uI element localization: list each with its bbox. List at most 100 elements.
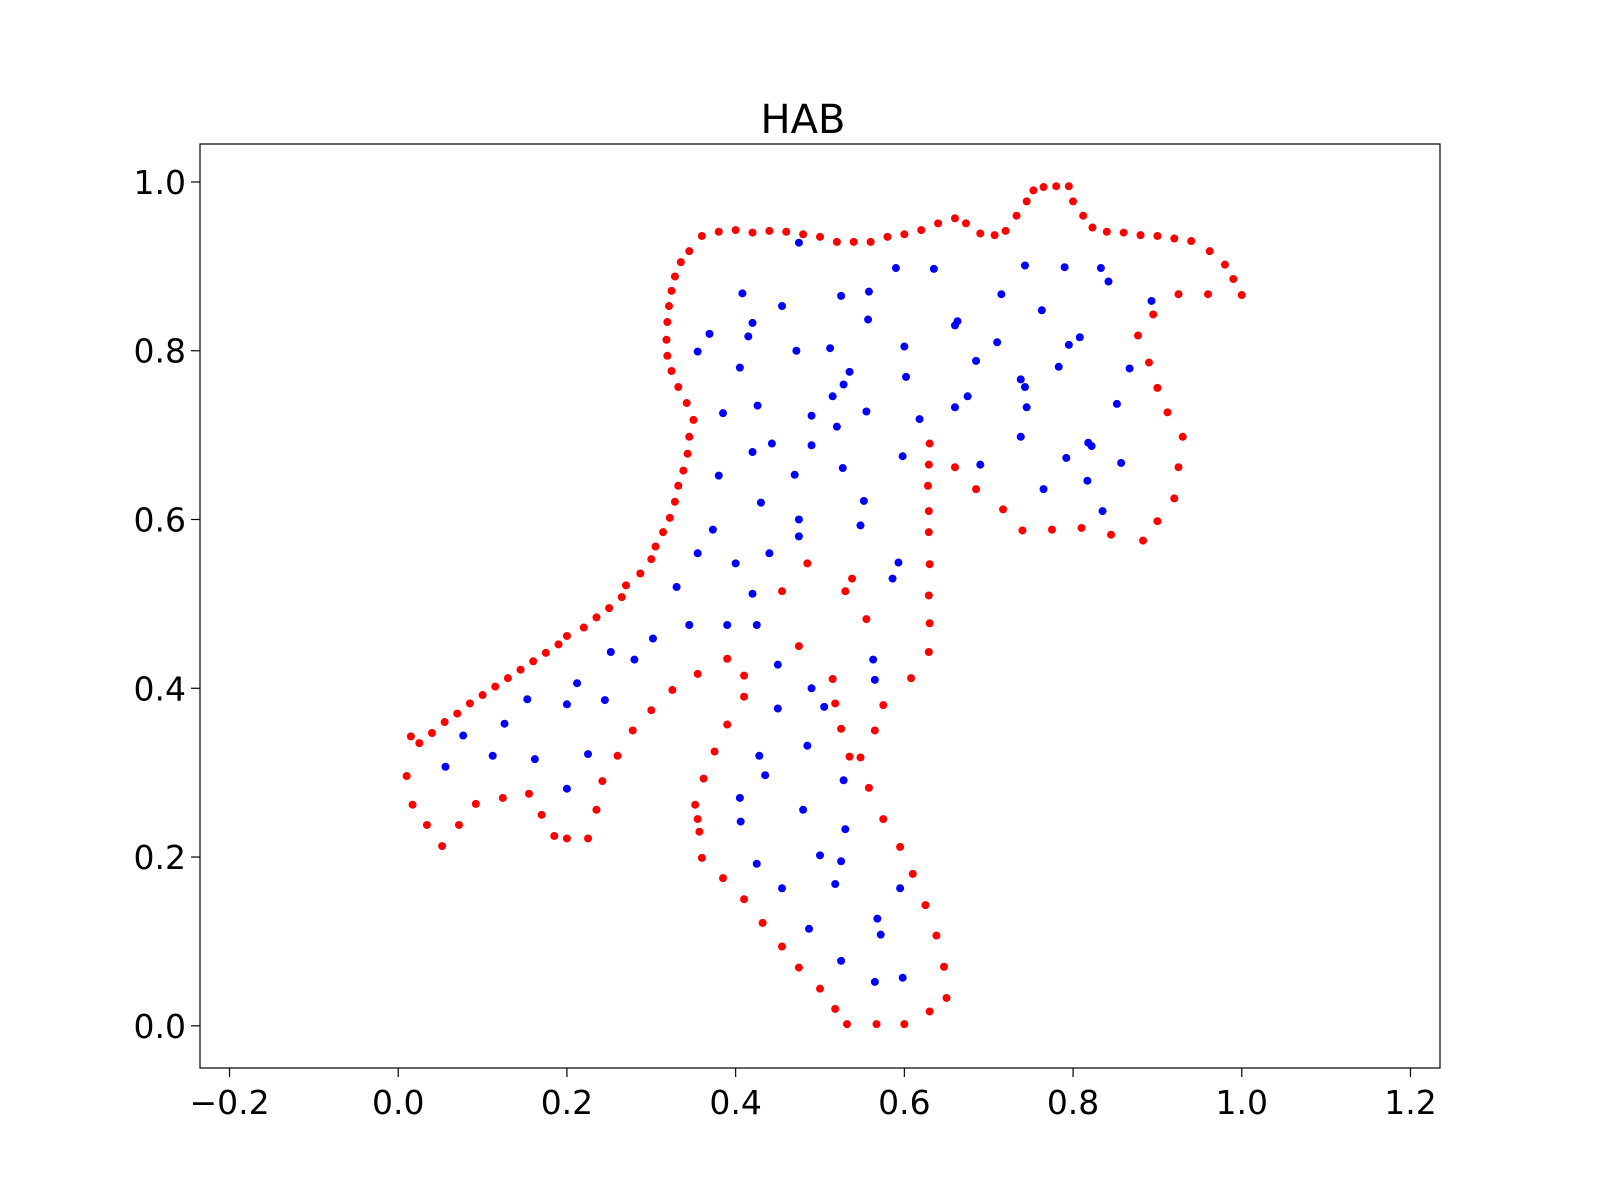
data-point [1229,275,1238,284]
data-point [605,604,614,613]
data-point [714,227,723,236]
data-point [1153,517,1162,526]
x-tick-label: 0.2 [541,1083,593,1122]
data-point [898,973,907,982]
data-point [663,351,672,360]
data-point [841,825,850,834]
data-point [584,834,593,843]
data-points [402,182,1246,1029]
data-point [925,619,934,628]
data-point [831,880,840,889]
data-point [1139,536,1148,545]
data-point [917,226,926,235]
data-point [647,706,656,715]
data-point [900,1020,909,1029]
data-point [794,963,803,972]
data-point [961,219,970,228]
data-point [925,560,934,569]
data-point [999,505,1008,514]
data-point [1062,453,1071,462]
data-point [870,977,879,986]
data-point [837,291,846,300]
data-point [816,851,824,860]
data-point [740,895,749,904]
data-point [748,448,757,456]
data-point [1052,182,1061,191]
data-point [524,789,533,798]
data-point [1001,226,1010,235]
data-point [1112,399,1121,408]
data-point [864,287,873,296]
data-point [714,471,723,480]
data-point [503,674,512,683]
data-point [723,720,732,729]
data-point [1220,260,1229,269]
data-point [925,1007,934,1016]
data-point [803,559,812,568]
data-point [735,793,744,802]
data-point [465,699,474,708]
data-point [831,699,840,708]
data-point [516,665,525,674]
data-point [683,449,692,458]
y-tick-label: 0.2 [134,838,186,877]
data-point [1147,296,1156,305]
data-point [685,432,694,441]
x-tick-label: −0.2 [189,1083,269,1122]
data-point [1178,432,1187,441]
data-point [866,237,875,246]
data-point [1016,432,1025,441]
data-point [794,515,803,524]
data-point [1020,383,1029,392]
data-point [993,338,1002,347]
data-point [441,762,450,771]
data-point [613,751,622,760]
data-point [782,227,791,236]
data-point [799,805,808,814]
x-tick-label: 0.0 [372,1083,424,1122]
data-point [976,229,985,238]
data-point [562,784,571,793]
data-point [740,671,749,680]
data-point [1153,383,1162,392]
data-point [773,704,782,713]
data-point [807,684,816,693]
data-point [1163,408,1172,417]
data-point [415,739,424,748]
data-point [794,532,803,541]
data-point [697,853,706,862]
data-point [1102,227,1111,236]
data-point [862,615,871,624]
data-point [748,318,757,327]
data-point [837,857,846,866]
data-point [748,228,757,237]
data-point [1117,458,1126,467]
data-point [736,817,745,826]
data-point [621,581,630,590]
data-point [1060,263,1069,272]
data-point [550,831,559,840]
data-point [752,859,761,868]
data-point [883,232,892,241]
data-point [693,347,702,356]
series-1 [441,238,1156,986]
data-point [753,401,762,410]
data-point [879,701,888,710]
data-point [972,485,981,494]
data-point [471,799,480,808]
data-point [731,559,740,568]
data-point [900,342,909,351]
data-point [665,513,674,522]
x-tick-label: 0.8 [1047,1083,1099,1122]
data-point [896,842,905,851]
data-point [668,685,677,694]
data-point [925,439,934,448]
data-point [676,258,685,267]
data-point [826,344,835,353]
data-point [873,914,882,923]
data-point [1107,530,1116,539]
data-point [900,230,909,239]
data-point [530,755,539,764]
data-point [950,463,959,472]
data-point [1096,264,1105,273]
